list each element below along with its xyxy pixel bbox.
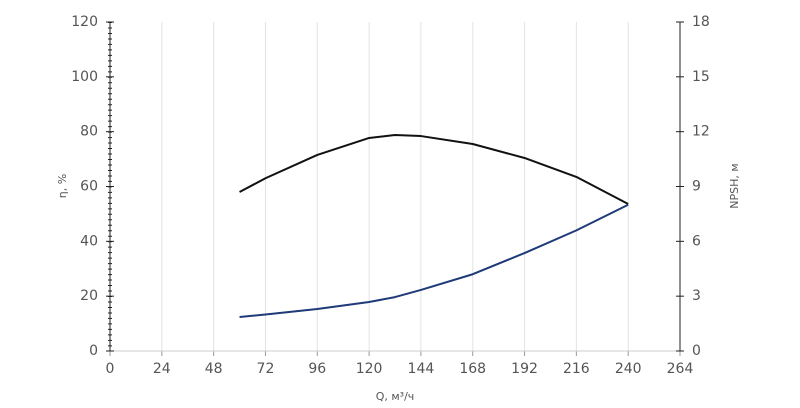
x-tick-label: 192 <box>511 361 538 377</box>
data-line <box>239 133 629 205</box>
y2-tick-label: 18 <box>692 14 710 30</box>
x-tick-label: 216 <box>563 361 590 377</box>
y-tick-label: 100 <box>71 69 98 85</box>
y-tick-label: 0 <box>89 343 98 359</box>
x-tick-label: 168 <box>459 361 486 377</box>
y2-tick-label: 9 <box>692 179 701 195</box>
x-tick-label: 0 <box>106 361 115 377</box>
y-tick-label: 120 <box>71 14 98 30</box>
x-tick-label: 144 <box>408 361 435 377</box>
y-axis-label: η, % <box>56 174 69 198</box>
y2-tick-label: 3 <box>692 288 701 304</box>
y2-tick-label: 15 <box>692 69 710 85</box>
x-tick-label: 264 <box>667 361 694 377</box>
y-tick-label: 80 <box>80 124 98 140</box>
data-line <box>239 203 629 318</box>
y2-tick-label: 0 <box>692 343 701 359</box>
y-tick-label: 40 <box>80 233 98 249</box>
x-tick-label: 120 <box>356 361 383 377</box>
y2-tick-label: 12 <box>692 124 710 140</box>
x-axis-label: Q, м³/ч <box>376 390 415 403</box>
x-tick-label: 24 <box>153 361 171 377</box>
y2-tick-label: 6 <box>692 233 701 249</box>
x-tick-label: 72 <box>257 361 275 377</box>
y2-axis-label: NPSH, м <box>728 163 741 208</box>
x-tick-label: 48 <box>205 361 223 377</box>
y-tick-label: 60 <box>80 179 98 195</box>
x-tick-label: 96 <box>308 361 326 377</box>
y-tick-label: 20 <box>80 288 98 304</box>
x-tick-label: 240 <box>615 361 642 377</box>
